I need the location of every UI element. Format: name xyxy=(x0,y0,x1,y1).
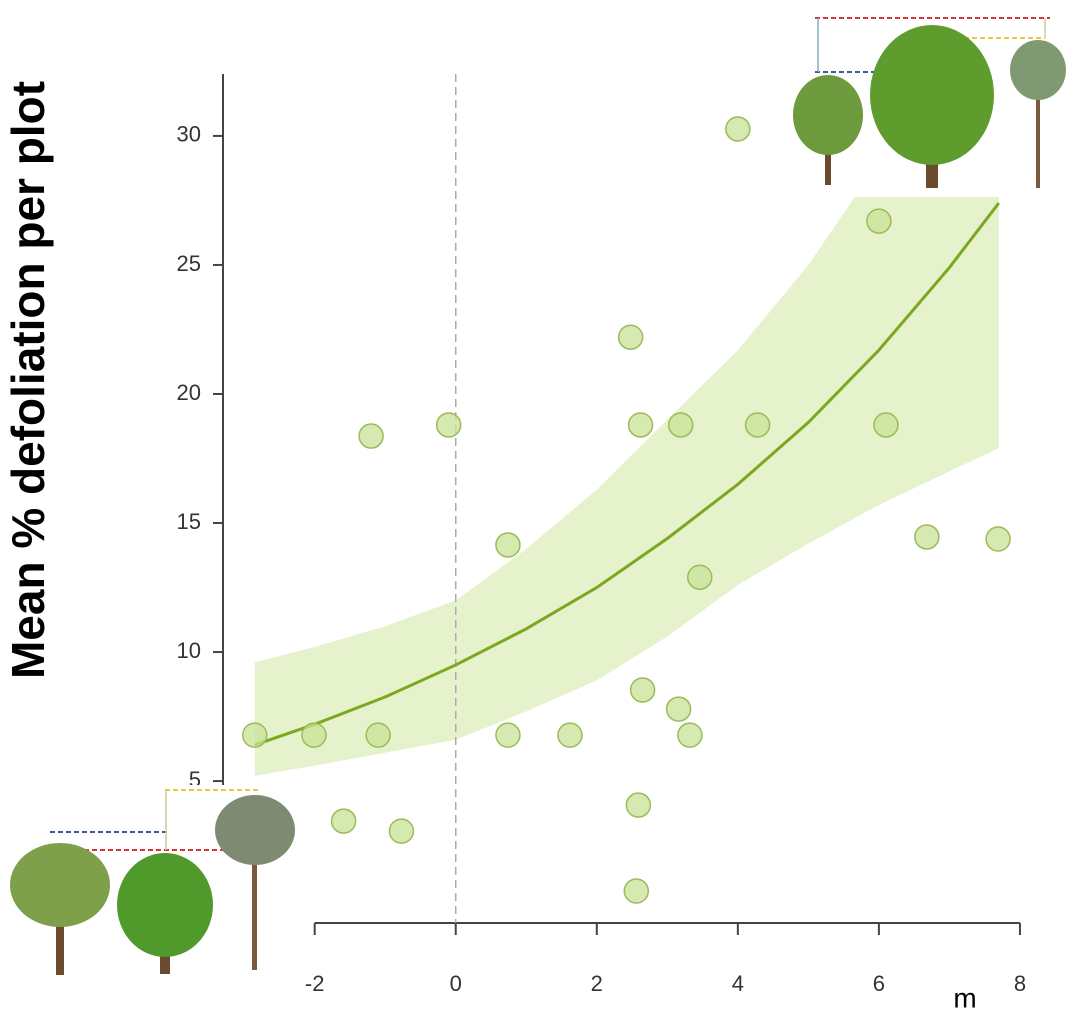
data-point xyxy=(866,208,892,234)
y-axis-label: Mean % defoliation per plot xyxy=(2,81,54,679)
x-tick-label: -2 xyxy=(305,971,325,996)
tree-illustration-top xyxy=(790,5,1066,197)
x-tick-label: 4 xyxy=(732,971,744,996)
data-point xyxy=(677,722,703,748)
data-point xyxy=(365,722,391,748)
data-point xyxy=(687,564,713,590)
data-point xyxy=(873,412,899,438)
data-point xyxy=(495,532,521,558)
data-point xyxy=(667,412,694,438)
data-point xyxy=(617,324,644,350)
x-axis-label: m xyxy=(953,982,976,1013)
data-point xyxy=(301,722,327,748)
data-point xyxy=(744,412,771,438)
data-point xyxy=(358,423,384,449)
tree-illustration-bottom xyxy=(0,785,300,980)
y-tick-label: 25 xyxy=(177,251,201,276)
data-point xyxy=(914,524,940,550)
data-point xyxy=(388,818,415,844)
data-point xyxy=(985,526,1011,552)
data-point xyxy=(495,722,521,748)
data-point xyxy=(623,878,650,904)
data-point xyxy=(629,677,656,703)
y-tick-label: 15 xyxy=(177,509,201,534)
y-tick-label: 20 xyxy=(177,380,201,405)
y-tick-label: 30 xyxy=(177,122,201,147)
data-point xyxy=(665,696,692,722)
data-point xyxy=(435,412,462,438)
data-point xyxy=(241,722,268,748)
data-point xyxy=(557,722,583,748)
x-tick-label: 6 xyxy=(873,971,885,996)
x-tick-label: 2 xyxy=(591,971,603,996)
data-point xyxy=(330,808,357,834)
data-point xyxy=(725,116,751,142)
data-point xyxy=(627,412,654,438)
y-tick-label: 10 xyxy=(177,638,201,663)
data-point xyxy=(625,792,652,818)
x-tick-label: 0 xyxy=(450,971,462,996)
x-tick-label: 8 xyxy=(1014,971,1026,996)
fit-curve xyxy=(254,202,1000,747)
